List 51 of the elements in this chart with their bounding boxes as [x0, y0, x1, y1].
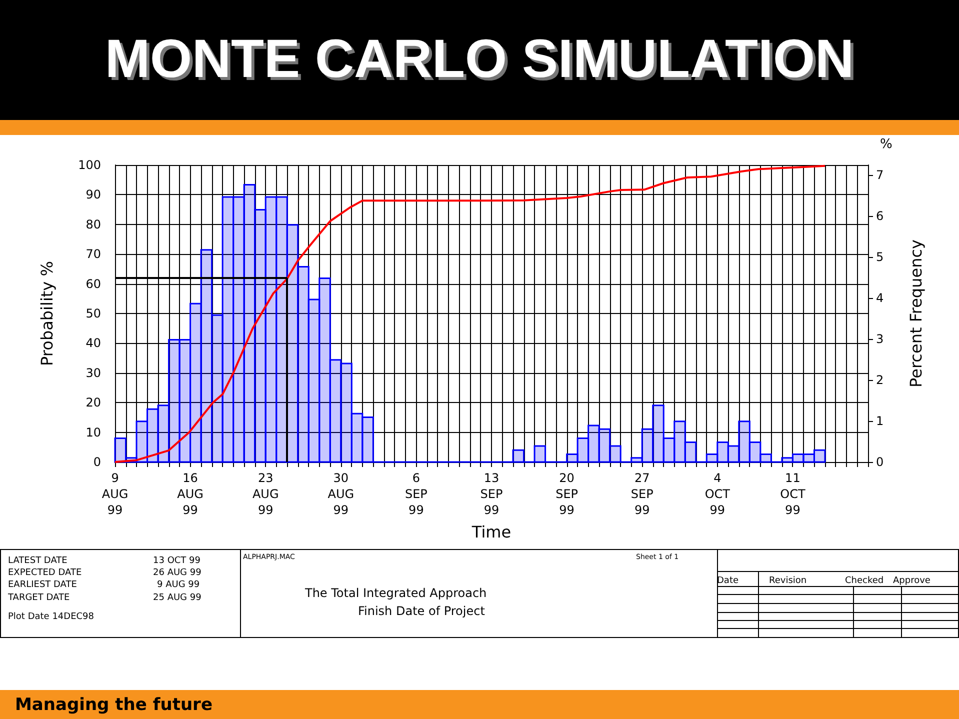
text: The Total Integrated Approach: [305, 586, 487, 600]
y2-tick-label: 7: [876, 168, 884, 182]
x-tick-label: 27 SEP 99: [630, 471, 654, 517]
x-tick-label: 4 OCT 99: [704, 471, 731, 517]
y2-tick-label: 5: [876, 250, 884, 264]
text: Approve: [893, 576, 930, 586]
y-tick-label: 50: [86, 306, 101, 320]
chart-title: MONTE CARLO SIMULATION: [104, 28, 855, 90]
text: EARLIEST DATE: [8, 580, 77, 590]
y2-tick-label: 6: [876, 208, 884, 223]
y-tick-label: 100: [78, 158, 101, 172]
text: %: [880, 137, 892, 152]
x-tick-label: 13 SEP 99: [480, 471, 503, 517]
text: Plot Date 14DEC98: [8, 612, 94, 622]
text: 13 OCT 99: [153, 556, 200, 566]
y-tick-label: 60: [86, 276, 101, 291]
x-tick-label: 20 SEP 99: [556, 471, 578, 517]
line-series: [114, 164, 826, 463]
x-tick-label: 23 AUG 99: [252, 471, 279, 517]
y-tick-label: 70: [86, 247, 101, 262]
y-tick-label: 40: [86, 336, 101, 350]
text: Finish Date of Project: [358, 604, 485, 618]
y2-tick-label: 3: [876, 332, 884, 346]
text: Date: [717, 576, 739, 586]
y2-tick-label: 1: [876, 414, 884, 428]
y2-axis-title: Percent Frequency: [906, 240, 926, 388]
y2-tick-label: 4: [876, 290, 884, 305]
text: TARGET DATE: [8, 593, 70, 603]
y-tick-label: 90: [86, 188, 101, 202]
text: 25 AUG 99: [153, 593, 202, 603]
text: Managing the future: [15, 695, 212, 715]
text: EXPECTED DATE: [8, 568, 82, 578]
x-tick-label: 9 AUG 99: [102, 471, 128, 517]
y-tick-label: 0: [93, 455, 101, 469]
x-tick-label: 16 AUG 99: [177, 471, 204, 517]
y-tick-label: 30: [86, 366, 101, 380]
y2-tick-label: 0: [876, 455, 884, 469]
text: 26 AUG 99: [153, 568, 202, 578]
text: Revision: [769, 576, 807, 586]
text: Checked: [845, 576, 884, 586]
y2-tick-label: 2: [876, 372, 884, 387]
y-tick-label: 20: [86, 396, 101, 410]
y-tick-label: 80: [86, 217, 101, 232]
x-tick-label: 6 SEP 99: [404, 471, 428, 517]
x-tick-label: 11 OCT 99: [780, 471, 806, 517]
text: 9 AUG 99: [157, 580, 200, 590]
x-axis-title: Time: [470, 522, 512, 542]
text: LATEST DATE: [8, 556, 68, 566]
y-tick-label: 10: [86, 425, 101, 440]
x-tick-label: 30 AUG 99: [328, 471, 354, 517]
y-axis-title: Probability %: [38, 261, 56, 366]
